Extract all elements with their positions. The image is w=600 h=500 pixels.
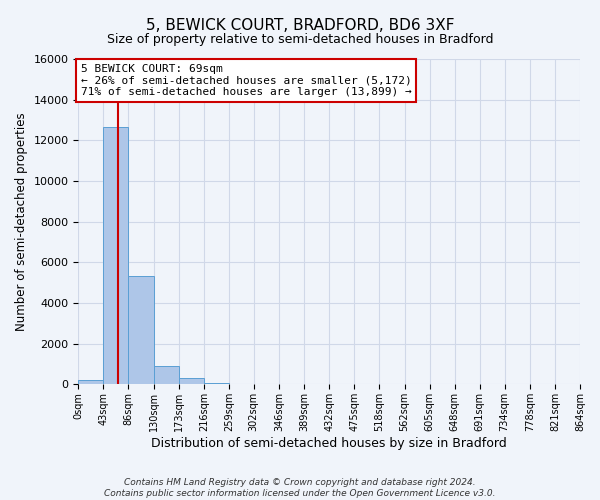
Text: 5, BEWICK COURT, BRADFORD, BD6 3XF: 5, BEWICK COURT, BRADFORD, BD6 3XF bbox=[146, 18, 454, 32]
Text: Contains HM Land Registry data © Crown copyright and database right 2024.
Contai: Contains HM Land Registry data © Crown c… bbox=[104, 478, 496, 498]
Bar bbox=[154, 366, 179, 384]
X-axis label: Distribution of semi-detached houses by size in Bradford: Distribution of semi-detached houses by … bbox=[151, 437, 507, 450]
Bar bbox=[79, 380, 103, 384]
Bar bbox=[128, 276, 154, 384]
Text: 5 BEWICK COURT: 69sqm
← 26% of semi-detached houses are smaller (5,172)
71% of s: 5 BEWICK COURT: 69sqm ← 26% of semi-deta… bbox=[81, 64, 412, 97]
Bar bbox=[103, 127, 128, 384]
Text: Size of property relative to semi-detached houses in Bradford: Size of property relative to semi-detach… bbox=[107, 32, 493, 46]
Bar bbox=[179, 378, 204, 384]
Y-axis label: Number of semi-detached properties: Number of semi-detached properties bbox=[15, 112, 28, 331]
